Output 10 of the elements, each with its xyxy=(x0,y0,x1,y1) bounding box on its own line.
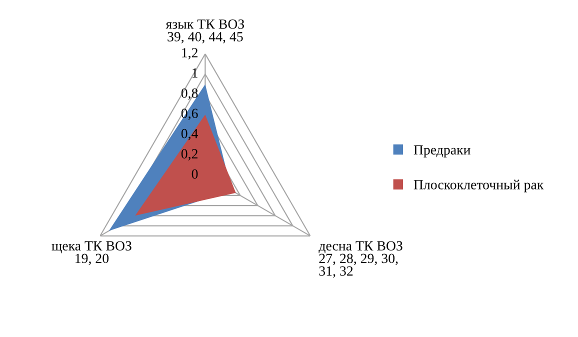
y-tick-label: 0 xyxy=(192,169,198,179)
y-tick-label: 1 xyxy=(192,68,198,78)
y-tick-label: 0,8 xyxy=(181,88,198,100)
spoke-label: десна ТК ВОЗ 27, 28, 29, 30, 31, 32 xyxy=(318,241,402,278)
legend-label: Плоскоклеточный рак xyxy=(414,180,544,192)
y-tick-label: 0,2 xyxy=(181,149,198,160)
spoke-label: язык ТК ВОЗ 39, 40, 44, 45 xyxy=(166,19,244,44)
y-tick-label: 1,2 xyxy=(182,48,198,60)
spoke-label: щека ТК ВОЗ 19, 20 xyxy=(52,241,132,266)
legend-label: Предраки xyxy=(414,145,470,158)
